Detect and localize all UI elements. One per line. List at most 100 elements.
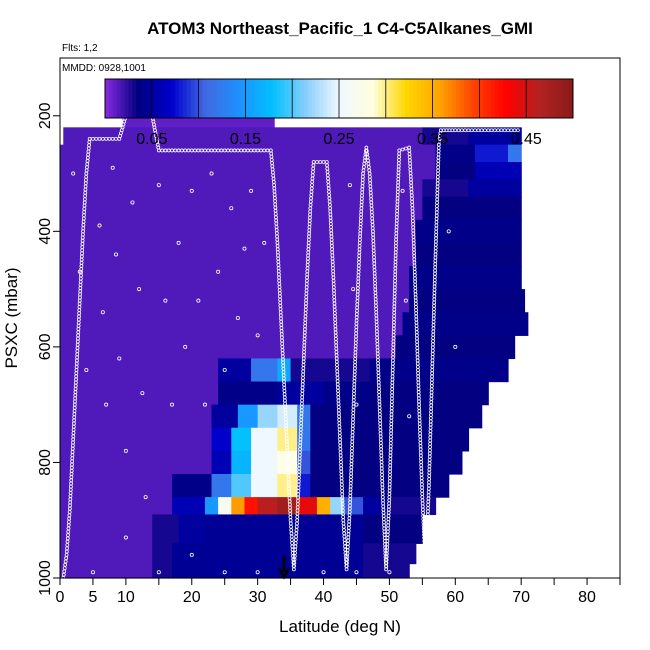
y-tick-label: 600 [37,333,54,360]
colorbar-swatch-113 [545,79,551,118]
heatmap-cell-8-1 [409,266,522,290]
scatter-point-20 [196,298,201,303]
colorbar-swatch-69 [374,79,379,118]
heatmap-cell-12-2 [251,358,279,383]
colorbar-swatch-55 [319,79,324,118]
colorbar-swatch-11 [147,79,153,118]
colorbar-swatch-73 [389,79,395,118]
heatmap-cell-21-1 [152,563,173,579]
colorbar-swatch-72 [385,79,391,118]
x-tick-label: 20 [183,589,201,606]
colorbar-swatch-12 [151,79,157,118]
scatter-point-17 [176,240,181,245]
colorbar-swatch-31 [225,79,231,118]
scatter-point-42 [189,552,194,557]
scatter-point-23 [216,269,221,274]
colorbar-swatch-85 [436,79,441,118]
heatmap-cell-10-0 [60,312,404,336]
heatmap-cell-15-1 [211,427,232,452]
y-tick-label: 200 [37,102,54,129]
colorbar-swatch-4 [120,79,125,118]
colorbar-swatch-30 [222,79,227,118]
colorbar-tick-label: 0.05 [136,131,167,148]
y-tick-label: 400 [37,218,54,245]
x-tick-label: 80 [578,589,596,606]
colorbar-swatch-62 [346,79,352,118]
colorbar-swatch-32 [229,79,235,118]
heatmap-cell-18-0 [60,497,173,516]
heatmap-cell-6-0 [60,219,417,244]
track-point-1143 [425,522,430,527]
latitude-marker [277,556,291,580]
heatmap-cell-14-0 [60,404,213,429]
colorbar-swatch-111 [537,79,543,118]
heatmap-cell-17-0 [60,474,173,498]
colorbar-swatch-105 [514,79,519,118]
y-tick-label: 1000 [37,560,54,596]
heatmap-cell-2-0 [60,144,437,163]
colorbar-swatch-100 [495,79,500,118]
heatmap-cell-12-1 [218,358,252,383]
track-point-1290 [515,128,520,133]
heatmap-cell-13-1 [218,381,279,406]
colorbar-swatch-89 [452,79,457,118]
colorbar-swatch-37 [249,79,254,118]
heatmap-cell-16-3 [251,450,279,475]
colorbar-swatch-24 [198,79,203,118]
colorbar-swatch-28 [214,79,219,118]
colorbar-swatch-0 [105,79,110,118]
colorbar-swatch-84 [432,79,437,118]
heatmap-cell-3-2 [475,162,522,180]
heatmap-cell-16-6 [310,450,463,475]
scatter-point-2 [84,367,89,372]
scatter-point-21 [202,402,207,407]
colorbar-swatch-2 [112,79,118,118]
scatter-point-1 [77,269,82,274]
heatmap-cell-18-11 [343,497,364,516]
colorbar-swatch-44 [276,79,281,118]
heatmap-cell-14-2 [237,404,259,429]
colorbar-swatch-86 [440,79,445,118]
colorbar-swatch-19 [179,79,184,118]
track-point-1136 [424,544,429,549]
heatmap-cell-1-1 [422,127,470,146]
heatmap-cell-19-0 [60,514,153,544]
colorbar-swatch-14 [159,79,164,118]
x-tick-label: 40 [315,589,333,606]
heatmap-cell-18-5 [244,497,259,516]
scatter-point-35 [403,298,408,303]
scatter-point-7 [114,252,119,257]
colorbar-swatch-8 [136,79,141,118]
heatmap-cell-14-5 [297,404,311,429]
colorbar-swatch-60 [339,79,344,118]
colorbar-swatch-25 [202,79,207,118]
colorbar-tick-label: 0.45 [511,131,542,148]
heatmap-cell-3-1 [435,162,476,180]
flights-label: Flts: 1,2 [62,43,98,54]
track-point-1145 [425,515,430,520]
colorbar-swatch-116 [557,79,562,118]
scatter-point-30 [262,240,267,245]
colorbar-swatch-92 [463,79,469,118]
heatmap-cell-18-4 [231,497,246,516]
colorbar-swatch-52 [307,79,313,118]
heatmap-cell-20-0 [60,543,153,565]
colorbar-swatch-67 [366,79,371,118]
scatter-point-25 [229,206,234,211]
heatmap-cell-18-8 [297,497,318,516]
colorbar-swatch-91 [459,79,465,118]
chart-title: ATOM3 Northeast_Pacific_1 C4-C5Alkanes_G… [147,19,533,38]
colorbar-swatch-20 [183,79,188,118]
track-point-1141 [425,528,430,533]
colorbar-swatch-13 [155,79,161,118]
colorbar-swatch-56 [323,79,328,118]
scatter-point-0 [71,171,76,176]
colorbar-swatch-33 [233,79,239,118]
heatmap-cell-12-4 [290,358,371,383]
heatmap-cell-12-5 [369,358,509,383]
colorbar-swatch-38 [253,79,258,118]
colorbar-tick-label: 0.15 [230,131,261,148]
heatmap-cell-2-1 [435,144,476,163]
heatmap-cell-5-0 [60,196,423,221]
scatter-point-47 [387,570,392,575]
